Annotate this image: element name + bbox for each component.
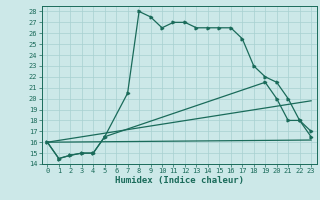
X-axis label: Humidex (Indice chaleur): Humidex (Indice chaleur) — [115, 176, 244, 185]
